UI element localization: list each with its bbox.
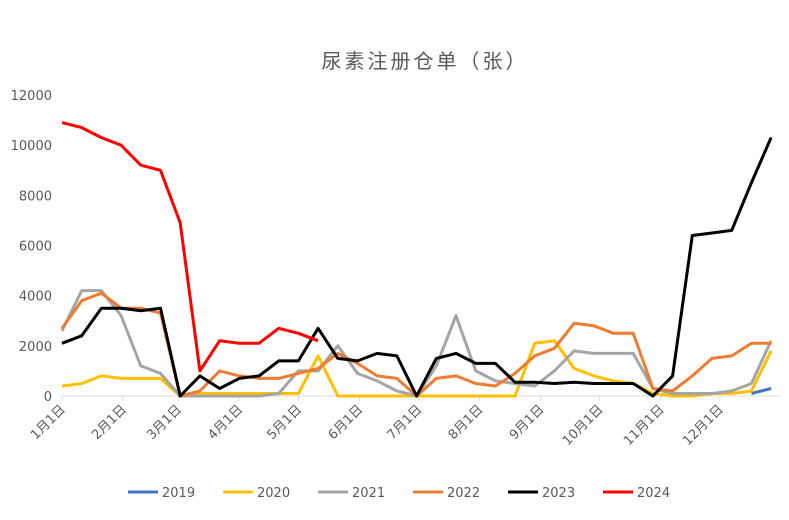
x-tick-label: 8月1日 (446, 402, 487, 443)
y-tick-label: 8000 (19, 189, 52, 204)
legend-label: 2024 (637, 486, 670, 501)
series-line (61, 137, 773, 398)
x-tick-label: 1月1日 (28, 402, 69, 443)
series-line (751, 387, 772, 395)
legend-label: 2023 (542, 486, 575, 501)
legend-label: 2022 (447, 486, 480, 501)
x-tick-label: 2月1日 (89, 402, 130, 443)
x-tick-label: 9月1日 (507, 402, 548, 443)
y-tick-label: 12000 (11, 89, 52, 104)
y-tick-label: 0 (44, 390, 52, 405)
legend-label: 2021 (352, 486, 385, 501)
y-tick-label: 6000 (19, 240, 52, 255)
y-tick-label: 10000 (11, 139, 52, 154)
legend-label: 2020 (257, 486, 290, 501)
x-tick-label: 6月1日 (326, 402, 367, 443)
legend-label: 2019 (162, 486, 195, 501)
series-line (61, 121, 319, 373)
x-tick-label: 10月1日 (560, 402, 607, 449)
x-tick-label: 12月1日 (680, 402, 727, 449)
y-tick-label: 2000 (19, 340, 52, 355)
x-tick-label: 4月1日 (205, 402, 246, 443)
x-tick-label: 3月1日 (144, 402, 185, 443)
x-tick-label: 5月1日 (265, 402, 306, 443)
x-tick-label: 7月1日 (385, 402, 426, 443)
x-tick-label: 11月1日 (621, 402, 668, 449)
y-tick-label: 4000 (19, 290, 52, 305)
chart-title: 尿素注册仓单（张） (322, 49, 529, 73)
